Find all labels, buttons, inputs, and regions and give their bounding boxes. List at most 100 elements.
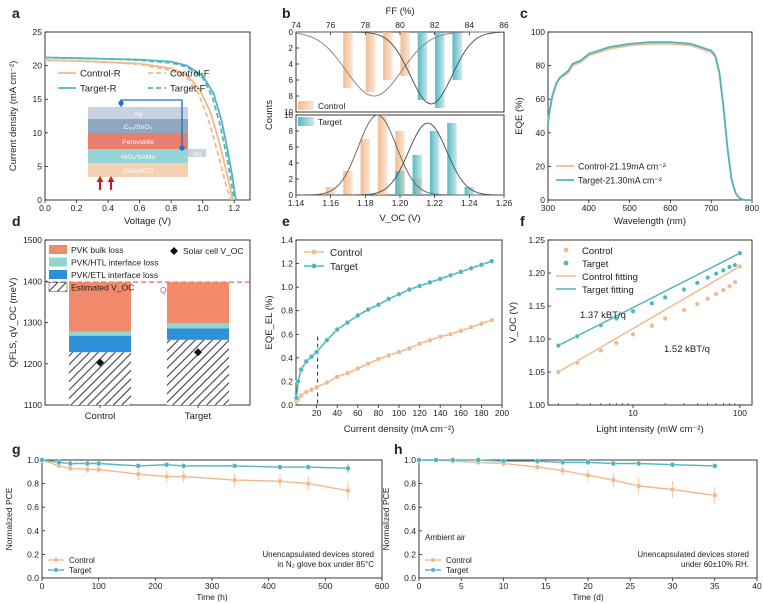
- ff-control-bar: [400, 32, 410, 76]
- data-point: [613, 340, 619, 346]
- data-point: [574, 360, 580, 366]
- data-point: [314, 384, 320, 390]
- y-tick-label: 0.2: [281, 376, 293, 386]
- data-point: [720, 267, 726, 273]
- etl-loss-bar: [69, 335, 131, 353]
- legend-label: Control: [582, 246, 613, 257]
- legend-label: Target: [446, 566, 469, 575]
- voc-control-bar: [360, 139, 371, 195]
- ff-target-bar: [452, 32, 462, 80]
- voc-control-fit: [296, 114, 504, 196]
- legend-swatch: [48, 282, 68, 292]
- data-point: [345, 487, 351, 494]
- data-point: [345, 465, 351, 471]
- data-point: [305, 480, 312, 487]
- y-tick-label: 6: [289, 143, 294, 152]
- series-line: [44, 59, 232, 201]
- data-point: [430, 557, 436, 563]
- fit-line: [558, 252, 741, 347]
- data-point: [681, 307, 687, 313]
- data-point: [534, 464, 540, 470]
- series-line: [419, 459, 715, 467]
- top-x-tick-label: 84: [465, 20, 475, 30]
- data-point: [324, 380, 330, 386]
- data-point: [355, 365, 361, 372]
- top-x-tick-label: 80: [395, 20, 405, 30]
- voc-control-bar: [395, 131, 405, 195]
- y-tick-label: 8: [289, 127, 294, 136]
- data-point: [705, 275, 711, 281]
- x-tick-label: 0.6: [134, 203, 146, 213]
- legend-label: Control: [446, 556, 472, 565]
- panel-a: 0.0 0.2 0.4 0.6 0.8 1.0 1.2 0 5 10 15 20 25 Voltage (…: [8, 5, 251, 227]
- data-point: [386, 296, 392, 302]
- y-tick-label: 0.6: [281, 329, 293, 339]
- y-tick-label: 1.15: [528, 301, 545, 311]
- data-point: [559, 467, 566, 474]
- x-axis-label: Voltage (V): [124, 216, 171, 227]
- x-tick-label: 0.4: [102, 203, 114, 213]
- data-point: [406, 345, 412, 352]
- top-axis-label: FF (%): [385, 6, 414, 17]
- legend-label: PVK/HTL interface loss: [71, 258, 159, 268]
- ff-control-fit: [295, 31, 504, 97]
- data-point: [713, 271, 719, 277]
- data-point: [500, 458, 507, 464]
- x-axis-label: Time (d): [572, 592, 603, 602]
- data-point: [610, 477, 617, 483]
- data-point: [555, 369, 561, 375]
- data-point: [84, 460, 91, 467]
- x-axis-label: V_OC (V): [379, 213, 420, 224]
- y-tick-label: 10: [33, 128, 43, 138]
- data-point: [334, 374, 340, 380]
- x-tick-label: 1.26: [496, 198, 513, 208]
- y-tick-label: 0.0: [404, 573, 416, 583]
- data-point: [726, 264, 732, 270]
- data-point: [417, 283, 423, 289]
- x-tick-label: 0.0: [39, 203, 51, 213]
- y-axis-label: Normalized PCE: [4, 487, 14, 550]
- data-point: [574, 333, 580, 339]
- inset-wire-node: [179, 145, 185, 151]
- voc-target-bar: [395, 171, 405, 195]
- inset-layer-label: Perovskite: [122, 139, 154, 146]
- htl-loss-bar: [69, 331, 131, 336]
- y-tick-label: 1400: [23, 276, 42, 286]
- data-point: [563, 247, 569, 253]
- data-point: [737, 250, 743, 256]
- data-point: [67, 460, 74, 467]
- panel-e: 20 40 60 80 100 120 140 160 180 200 0.0 0.2 0.4 0.6 0.…: [264, 213, 509, 435]
- y-tick-label: 0.2: [27, 549, 39, 559]
- legend-label: Control: [330, 248, 362, 259]
- y-tick-label: 0.4: [404, 526, 416, 536]
- x-tick-label: 700: [704, 203, 718, 213]
- data-point: [355, 312, 361, 319]
- x-tick-label: 1.16: [322, 198, 339, 208]
- data-point: [437, 334, 443, 340]
- legend-label: Control: [69, 556, 95, 565]
- data-point: [416, 457, 422, 463]
- voc-control-bar: [343, 171, 353, 195]
- inset-layer: [88, 107, 188, 119]
- legend-label: Control: [318, 101, 346, 111]
- y-tick-label: 0.0: [27, 573, 39, 583]
- y-tick-label: 1.4: [281, 235, 293, 245]
- legend-label: Control-F: [170, 69, 210, 80]
- data-point: [311, 263, 317, 269]
- data-point: [458, 269, 464, 275]
- y-tick-label: 1.0: [404, 455, 416, 465]
- data-point: [585, 459, 591, 466]
- y-tick-label: 100: [531, 27, 545, 37]
- x-tick-label: 1.20: [392, 198, 409, 208]
- y-tick-label: 0.6: [27, 502, 39, 512]
- y-tick-label: 10: [284, 108, 293, 117]
- data-point: [662, 294, 668, 300]
- x-tick-label: 80: [374, 408, 384, 418]
- data-point: [95, 460, 102, 467]
- x-axis-label: Time (h): [196, 592, 227, 602]
- x-tick-label: 25: [626, 581, 636, 591]
- data-point: [180, 463, 187, 469]
- x-tick-label: 600: [375, 581, 389, 591]
- data-point: [417, 341, 423, 347]
